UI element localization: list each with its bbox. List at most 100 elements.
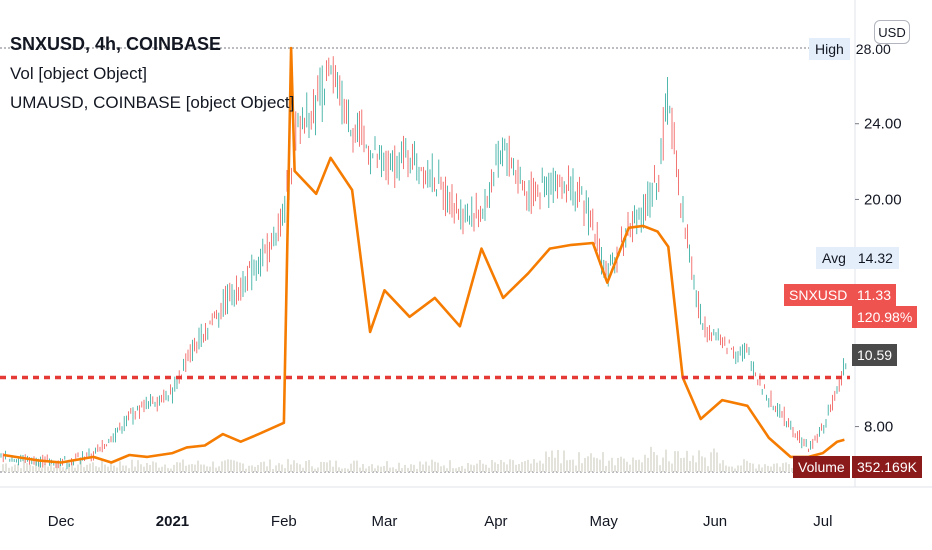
volume-bar xyxy=(485,464,487,472)
volume-bar xyxy=(536,462,538,472)
volume-bar xyxy=(122,465,124,472)
volume-bar xyxy=(149,464,151,472)
volume-bar xyxy=(38,462,40,472)
volume-bar xyxy=(131,459,133,472)
volume-bar xyxy=(83,467,85,472)
volume-bar xyxy=(305,461,307,472)
volume-bar xyxy=(764,464,766,472)
volume-bar xyxy=(656,455,658,472)
volume-bar xyxy=(371,464,373,472)
volume-bar xyxy=(791,468,793,472)
volume-bar xyxy=(251,465,253,472)
volume-bar xyxy=(626,461,628,472)
volume-bar xyxy=(158,467,160,472)
volume-bar xyxy=(392,467,394,472)
volume-bar xyxy=(281,464,283,472)
volume-bar xyxy=(779,466,781,472)
volume-bar xyxy=(581,463,583,472)
volume-bar xyxy=(689,460,691,472)
volume-bar xyxy=(740,465,742,472)
volume-bar xyxy=(62,467,64,472)
time-tick-label: May xyxy=(589,513,618,530)
volume-bar xyxy=(269,459,271,472)
volume-bar xyxy=(461,465,463,472)
symbol-tag-percent: 120.98% xyxy=(852,306,918,328)
volume-tag-label: Volume xyxy=(793,456,850,478)
volume-bar xyxy=(713,448,715,472)
volume-bar xyxy=(551,450,553,472)
volume-bar xyxy=(497,464,499,472)
volume-bar xyxy=(14,464,16,472)
volume-bar xyxy=(101,459,103,472)
volume-bar xyxy=(200,464,202,472)
symbol-tag-label: SNXUSD xyxy=(784,284,853,306)
volume-bar xyxy=(458,467,460,472)
volume-bar xyxy=(560,463,562,472)
volume-bar xyxy=(71,459,73,472)
volume-bar xyxy=(89,463,91,472)
volume-bar xyxy=(443,465,445,472)
legend-compare-symbol[interactable]: UMAUSD, COINBASE [object Object] xyxy=(10,93,295,112)
volume-bar xyxy=(377,465,379,472)
volume-bar xyxy=(143,466,145,472)
high-tag-value: 28.00 xyxy=(855,41,891,57)
volume-bar xyxy=(296,463,298,472)
volume-bar xyxy=(35,461,37,472)
volume-bar xyxy=(329,460,331,472)
volume-bar xyxy=(245,468,247,472)
volume-bar xyxy=(161,466,163,472)
volume-bar xyxy=(623,458,625,472)
volume-bar xyxy=(608,460,610,472)
volume-bar xyxy=(419,461,421,472)
legend-volume-indicator[interactable]: Vol [object Object] xyxy=(10,64,148,83)
volume-bar xyxy=(719,463,721,472)
volume-bar xyxy=(710,452,712,472)
volume-bar xyxy=(440,466,442,472)
volume-bar xyxy=(491,460,493,472)
volume-bar xyxy=(266,466,268,472)
volume-bar xyxy=(521,461,523,472)
volume-bar xyxy=(170,468,172,472)
volume-bar xyxy=(176,462,178,472)
volume-bar xyxy=(134,466,136,472)
volume-bar xyxy=(575,465,577,472)
avg-tag-value: 14.32 xyxy=(851,247,899,269)
time-tick-label: Dec xyxy=(48,513,75,530)
volume-bar xyxy=(140,464,142,472)
legend-symbol-title[interactable]: SNXUSD, 4h, COINBASE xyxy=(10,34,222,54)
volume-bar xyxy=(155,462,157,472)
volume-bar xyxy=(44,464,46,472)
volume-bar xyxy=(173,464,175,472)
volume-bar xyxy=(494,462,496,472)
high-tag: High 28.00 xyxy=(809,38,897,60)
volume-bar xyxy=(500,459,502,472)
volume-bar xyxy=(776,463,778,472)
avg-tag-label: Avg xyxy=(816,247,852,269)
volume-tag-value: 352.169K xyxy=(852,456,922,478)
volume-bar xyxy=(26,463,28,472)
volume-bar xyxy=(197,460,199,472)
time-tick-label: Feb xyxy=(271,513,297,530)
volume-bar xyxy=(533,459,535,472)
volume-bar xyxy=(359,467,361,472)
volume-bar xyxy=(350,463,352,472)
volume-bar xyxy=(230,459,232,472)
currency-button[interactable]: USD xyxy=(874,20,910,44)
volume-bar xyxy=(95,466,97,472)
volume-bar xyxy=(512,460,514,472)
volume-bar xyxy=(128,468,130,472)
volume-bar xyxy=(368,466,370,472)
uma-series-line[interactable] xyxy=(3,46,845,464)
volume-bar xyxy=(341,468,343,472)
avg-tag: Avg 14.32 xyxy=(816,247,899,269)
volume-bar xyxy=(653,451,655,472)
time-tick-label: Jul xyxy=(813,513,832,530)
volume-bar xyxy=(557,450,559,472)
volume-bar xyxy=(107,466,109,472)
volume-bar xyxy=(707,466,709,472)
volume-bar xyxy=(50,462,52,472)
volume-bar xyxy=(218,466,220,472)
volume-bar xyxy=(614,465,616,472)
